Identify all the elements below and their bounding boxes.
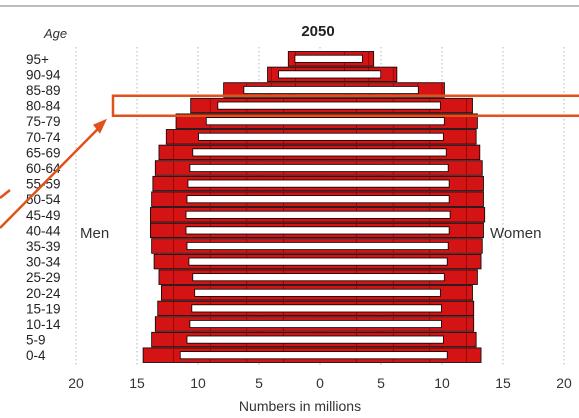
age-label-95+: 95+	[26, 52, 49, 67]
bar-inner-0-4	[179, 351, 448, 360]
age-label-70-74: 70-74	[26, 130, 61, 145]
annotation-arrow-head	[93, 118, 107, 134]
bar-inner-40-44	[185, 226, 450, 235]
x-tick-label-0: 20	[68, 375, 84, 391]
x-tick-label-7: 15	[495, 375, 511, 391]
bar-inner-75-79	[205, 117, 445, 126]
bar-inner-30-34	[188, 257, 448, 266]
bars-layer	[142, 51, 486, 363]
x-tick-label-5: 5	[377, 375, 385, 391]
x-tick-label-3: 5	[255, 375, 263, 391]
chart-title: 2050	[301, 23, 334, 40]
age-label-90-94: 90-94	[26, 67, 61, 82]
bar-inner-10-14	[189, 320, 442, 328]
legend-label-men: Men	[80, 225, 109, 242]
age-label-25-29: 25-29	[26, 270, 61, 285]
bar-inner-70-74	[198, 132, 444, 141]
bar-inner-35-39	[186, 242, 449, 250]
x-tick-label-6: 10	[434, 375, 450, 391]
x-tick-labels: 20 15 10 5 0 5 10 15 20	[68, 375, 572, 391]
bar-inner-45-49	[185, 210, 451, 219]
bar-inner-90-94	[278, 70, 382, 79]
bar-inner-65-69	[192, 148, 447, 157]
y-axis-title: Age	[43, 26, 67, 41]
bar-inner-60-64	[189, 164, 449, 172]
age-label-0-4: 0-4	[26, 348, 46, 363]
bar-inner-20-24	[194, 288, 441, 297]
age-label-80-84: 80-84	[26, 99, 61, 114]
bar-inner-80-84	[217, 101, 441, 110]
age-label-65-69: 65-69	[26, 145, 61, 160]
age-label-20-24: 20-24	[26, 286, 61, 301]
bar-inner-15-19	[191, 304, 442, 313]
bar-inner-25-29	[192, 273, 445, 282]
annotation-layer	[0, 94, 579, 229]
age-label-15-19: 15-19	[26, 301, 61, 316]
age-label-85-89: 85-89	[26, 83, 61, 98]
x-tick-label-4: 0	[316, 375, 324, 391]
annotation-arrow-line	[0, 124, 102, 229]
age-label-50-54: 50-54	[26, 192, 61, 207]
bar-inner-95+	[294, 54, 363, 63]
x-tick-label-1: 15	[129, 375, 145, 391]
bar-inner-85-89	[243, 86, 419, 94]
bar-inner-50-54	[186, 195, 450, 204]
age-group-labels: 0-45-910-1415-1920-2425-2930-3435-3940-4…	[26, 52, 61, 363]
age-label-10-14: 10-14	[26, 317, 61, 332]
age-label-40-44: 40-44	[26, 223, 61, 238]
age-label-5-9: 5-9	[26, 333, 46, 348]
annotation-arrow-line-2	[0, 189, 11, 199]
age-label-75-79: 75-79	[26, 114, 61, 129]
bar-inner-55-59	[187, 179, 450, 188]
legend-label-women: Women	[490, 225, 541, 242]
age-label-35-39: 35-39	[26, 239, 61, 254]
highlight-box	[111, 94, 579, 117]
x-tick-label-8: 20	[556, 375, 572, 391]
age-label-45-49: 45-49	[26, 208, 61, 223]
x-axis-title: Numbers in millions	[239, 398, 361, 414]
age-label-30-34: 30-34	[26, 255, 61, 270]
bar-inner-5-9	[186, 335, 444, 344]
x-tick-label-2: 10	[190, 375, 206, 391]
age-label-60-64: 60-64	[26, 161, 61, 176]
